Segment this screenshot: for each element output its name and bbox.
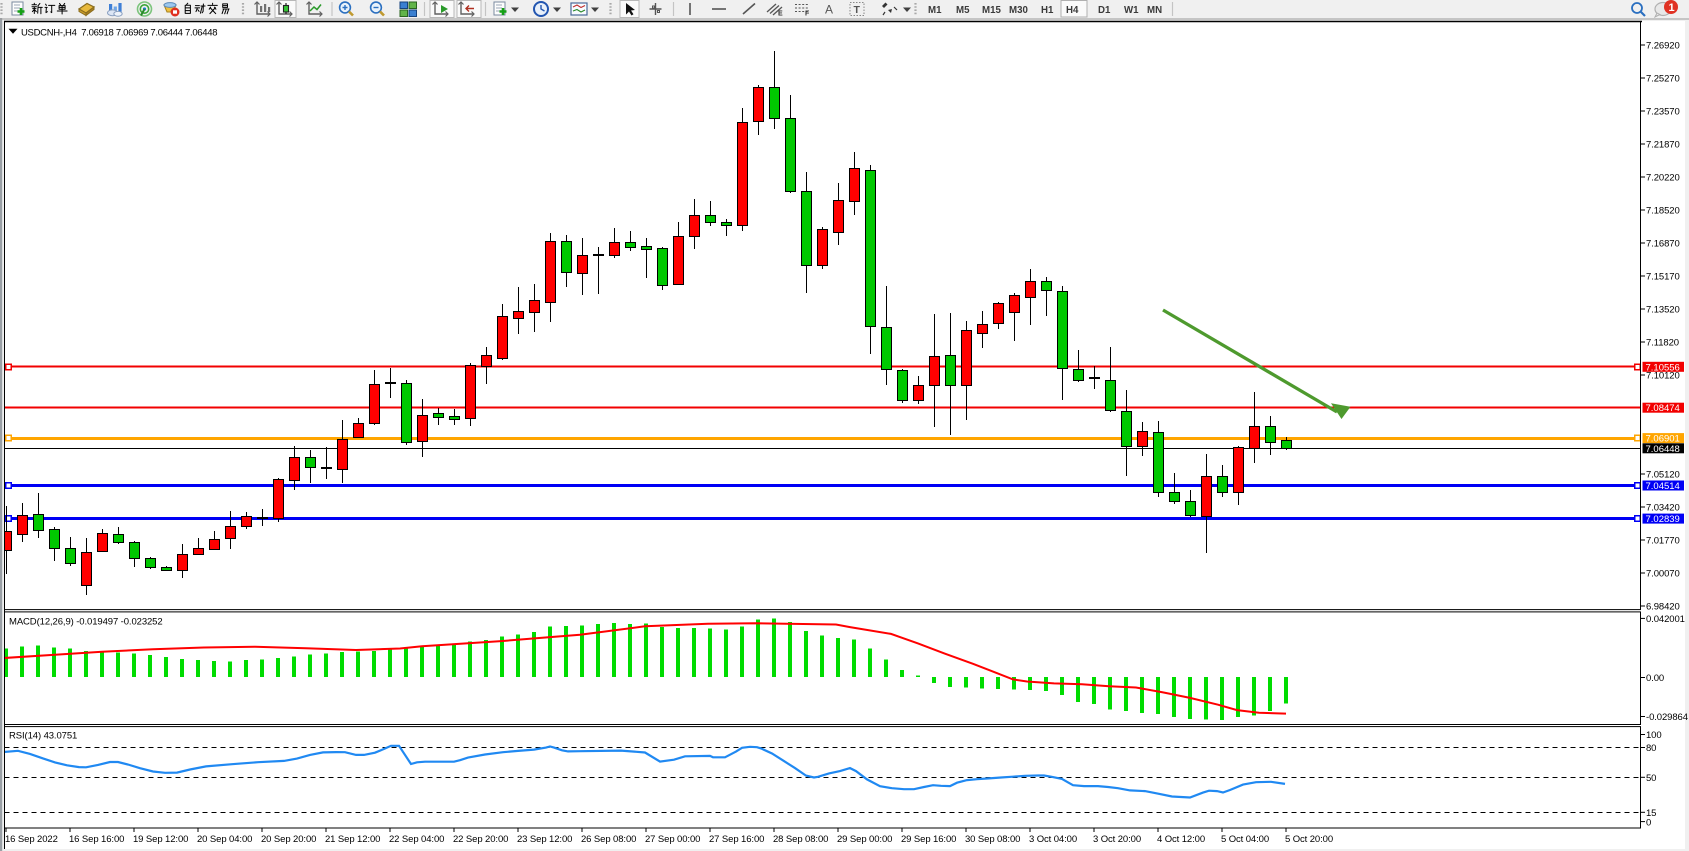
svg-text:20 Sep 20:00: 20 Sep 20:00 (261, 834, 316, 845)
svg-text:W1: W1 (1124, 5, 1139, 16)
svg-text:7.21870: 7.21870 (1646, 140, 1680, 151)
svg-text:7.04514: 7.04514 (1646, 481, 1680, 492)
svg-text:26 Sep 08:00: 26 Sep 08:00 (581, 834, 636, 845)
svg-text:MACD(12,26,9) -0.019497 -0.023: MACD(12,26,9) -0.019497 -0.023252 (9, 616, 163, 627)
svg-text:7.10120: 7.10120 (1646, 371, 1680, 382)
svg-text:7.08474: 7.08474 (1646, 403, 1680, 414)
svg-text:7.02839: 7.02839 (1646, 514, 1680, 525)
svg-text:100: 100 (1646, 730, 1662, 741)
svg-text:15: 15 (1646, 808, 1656, 819)
svg-text:27 Sep 00:00: 27 Sep 00:00 (645, 834, 700, 845)
svg-text:7.23570: 7.23570 (1646, 107, 1680, 118)
svg-text:80: 80 (1646, 743, 1656, 754)
svg-text:22 Sep 04:00: 22 Sep 04:00 (389, 834, 444, 845)
svg-text:USDCNH-,H4 7.06918 7.06969 7.: USDCNH-,H4 7.06918 7.06969 7.06444 7.064… (21, 28, 217, 39)
svg-text:0.042001: 0.042001 (1646, 614, 1685, 625)
svg-text:19 Sep 12:00: 19 Sep 12:00 (133, 834, 188, 845)
svg-text:7.10556: 7.10556 (1646, 362, 1680, 373)
svg-text:6.98420: 6.98420 (1646, 602, 1680, 613)
svg-text:7.03420: 7.03420 (1646, 503, 1680, 514)
svg-text:7.15170: 7.15170 (1646, 272, 1680, 283)
svg-text:T: T (854, 4, 861, 16)
svg-text:7.01770: 7.01770 (1646, 536, 1680, 547)
svg-text:22 Sep 20:00: 22 Sep 20:00 (453, 834, 508, 845)
svg-text:27 Sep 16:00: 27 Sep 16:00 (709, 834, 764, 845)
svg-text:7.05120: 7.05120 (1646, 470, 1680, 481)
svg-text:7.16870: 7.16870 (1646, 239, 1680, 250)
svg-text:E: E (778, 11, 783, 18)
svg-text:1: 1 (1669, 2, 1675, 14)
svg-text:F: F (805, 11, 810, 18)
svg-text:30 Sep 08:00: 30 Sep 08:00 (965, 834, 1020, 845)
svg-text:3 Oct 20:00: 3 Oct 20:00 (1093, 834, 1141, 845)
svg-text:7.06448: 7.06448 (1646, 444, 1680, 455)
svg-text:7.20220: 7.20220 (1646, 173, 1680, 184)
svg-text:16 Sep 16:00: 16 Sep 16:00 (69, 834, 124, 845)
svg-text:50: 50 (1646, 773, 1656, 784)
svg-text:RSI(14) 43.0751: RSI(14) 43.0751 (9, 730, 77, 741)
svg-text:A: A (825, 3, 833, 17)
svg-text:7.18520: 7.18520 (1646, 206, 1680, 217)
svg-text:5 Oct 20:00: 5 Oct 20:00 (1285, 834, 1333, 845)
svg-text:7.11820: 7.11820 (1646, 338, 1679, 349)
svg-text:7.13520: 7.13520 (1646, 305, 1680, 316)
svg-text:D1: D1 (1098, 5, 1111, 16)
svg-text:5 Oct 04:00: 5 Oct 04:00 (1221, 834, 1269, 845)
svg-text:M5: M5 (956, 5, 970, 16)
svg-text:7.25270: 7.25270 (1646, 74, 1680, 85)
svg-text:H1: H1 (1041, 5, 1054, 16)
svg-text:23 Sep 12:00: 23 Sep 12:00 (517, 834, 572, 845)
svg-text:29 Sep 16:00: 29 Sep 16:00 (901, 834, 956, 845)
svg-text:M15: M15 (982, 5, 1001, 16)
svg-text:16 Sep 2022: 16 Sep 2022 (5, 834, 58, 845)
svg-text:7.06901: 7.06901 (1646, 434, 1680, 445)
svg-text:7.00070: 7.00070 (1646, 569, 1680, 580)
svg-text:3 Oct 04:00: 3 Oct 04:00 (1029, 834, 1077, 845)
svg-text:M30: M30 (1009, 5, 1028, 16)
svg-text:MN: MN (1147, 5, 1162, 16)
svg-text:28 Sep 08:00: 28 Sep 08:00 (773, 834, 828, 845)
svg-text:21 Sep 12:00: 21 Sep 12:00 (325, 834, 380, 845)
svg-text:0.00: 0.00 (1646, 673, 1664, 684)
svg-text:7.26920: 7.26920 (1646, 41, 1680, 52)
svg-text:0: 0 (1646, 817, 1651, 828)
svg-text:20 Sep 04:00: 20 Sep 04:00 (197, 834, 252, 845)
svg-text:-0.029864: -0.029864 (1646, 712, 1688, 723)
svg-text:H4: H4 (1066, 5, 1079, 16)
svg-text:4 Oct 12:00: 4 Oct 12:00 (1157, 834, 1205, 845)
svg-text:29 Sep 00:00: 29 Sep 00:00 (837, 834, 892, 845)
svg-text:M1: M1 (928, 5, 942, 16)
